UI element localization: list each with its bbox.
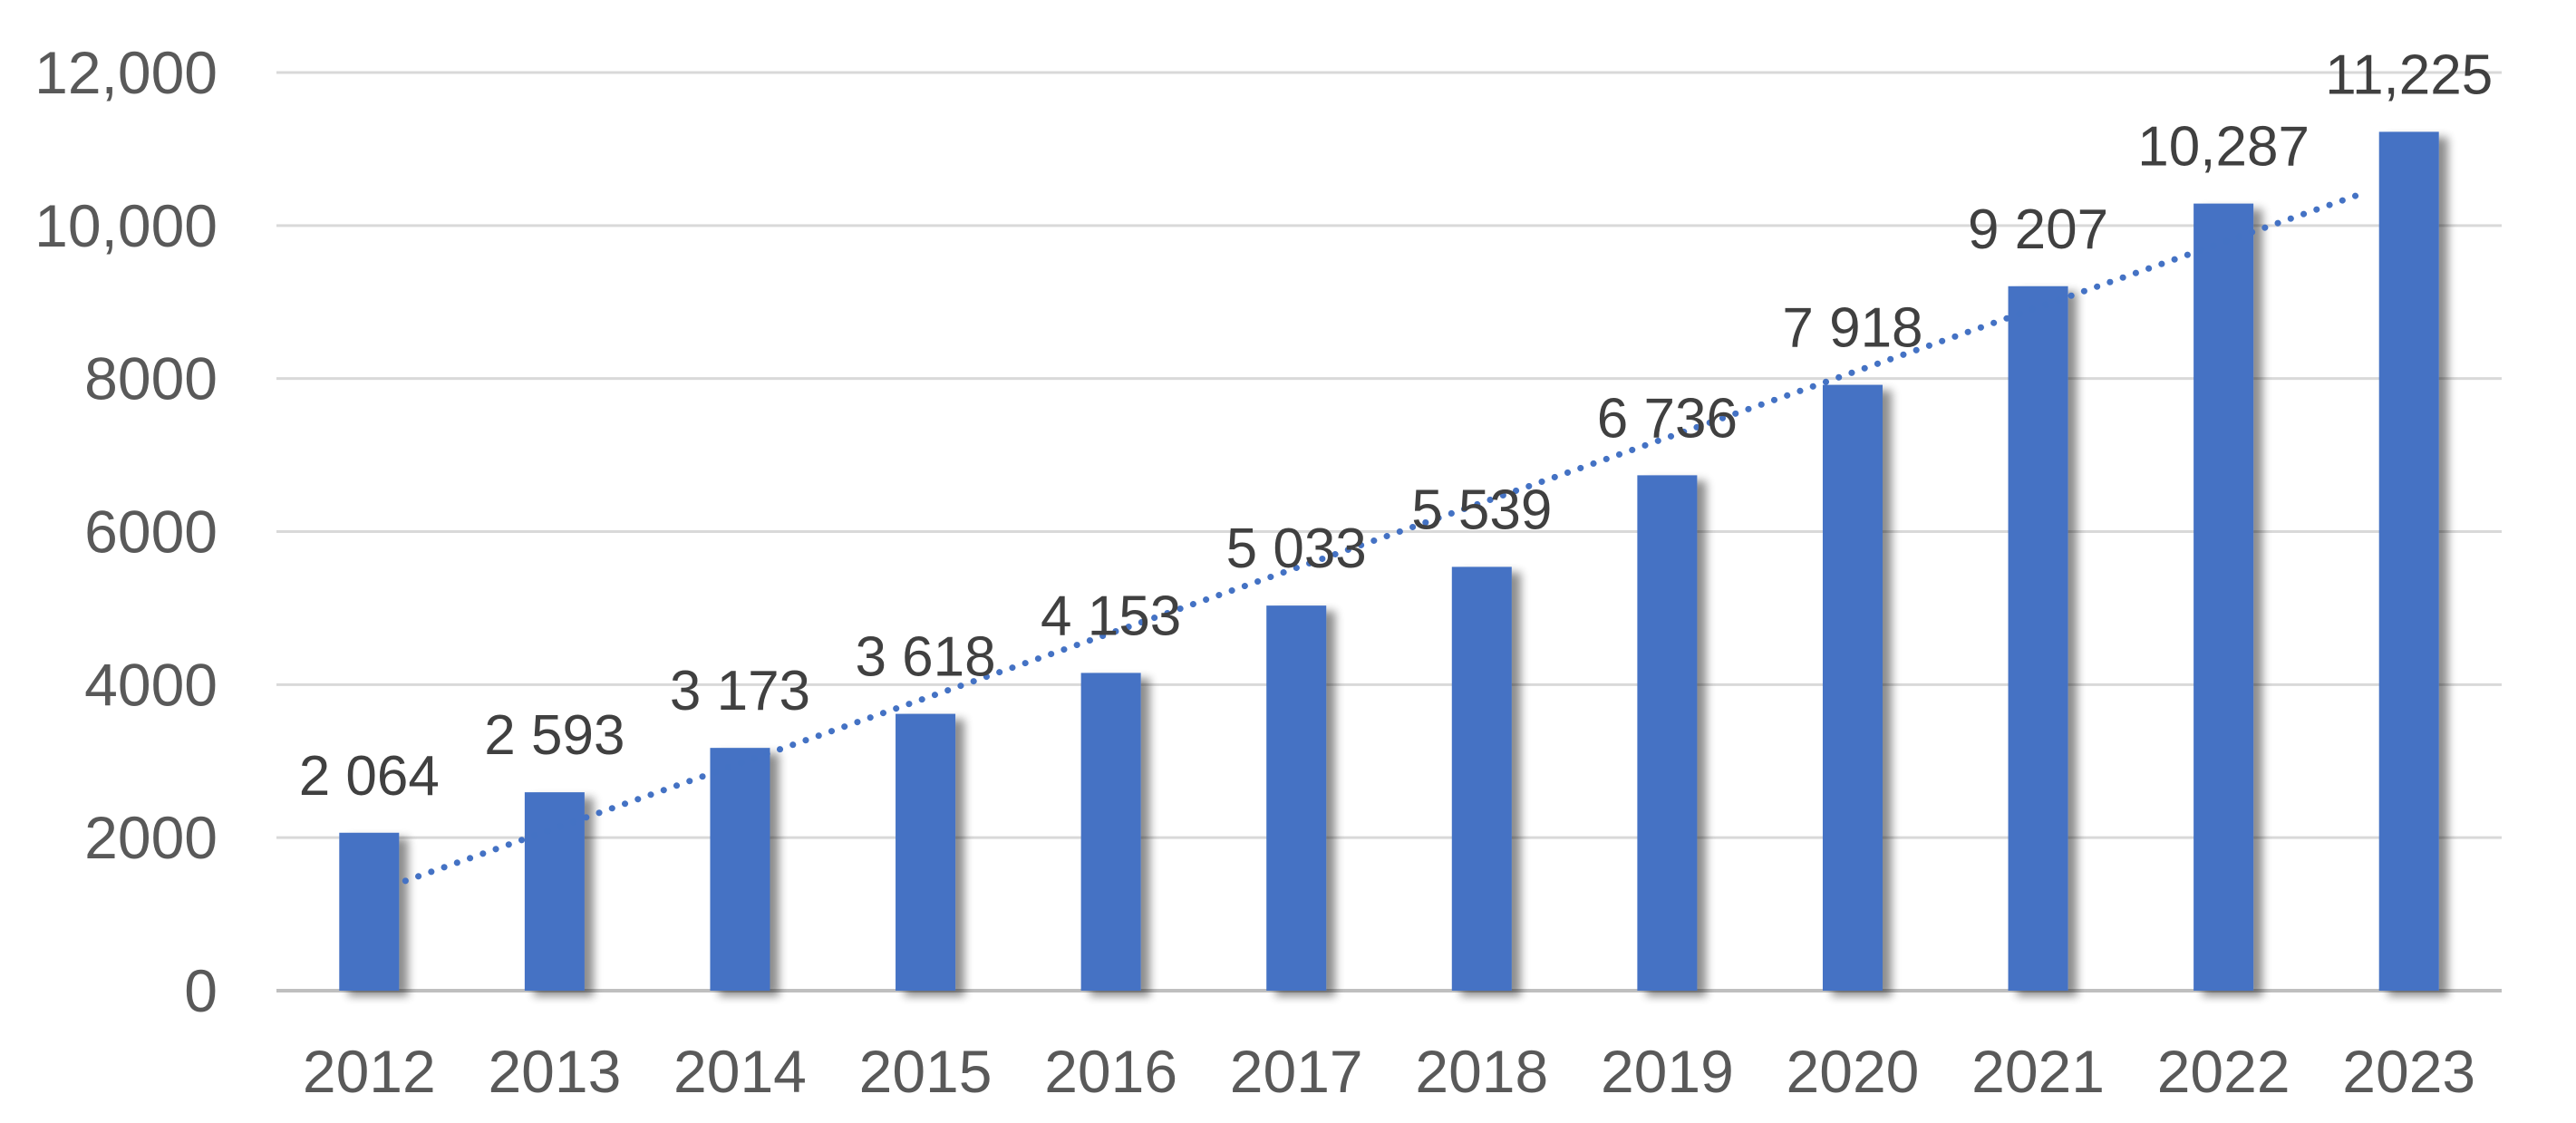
bars: [339, 131, 2439, 992]
y-tick-label: 6000: [84, 499, 218, 566]
data-label-2022: 10,287: [2137, 116, 2310, 179]
x-tick-label: 2019: [1601, 1038, 1734, 1105]
bar-2012: [339, 832, 400, 991]
x-tick-label: 2018: [1415, 1038, 1548, 1105]
y-tick-label: 2000: [84, 804, 218, 871]
y-tick-label: 8000: [84, 345, 218, 412]
y-tick-label: 4000: [84, 651, 218, 718]
x-tick-label: 2023: [2342, 1038, 2475, 1105]
bar-2018: [1451, 566, 1512, 991]
x-tick-label: 2021: [1971, 1038, 2105, 1105]
x-tick-label: 2012: [303, 1038, 436, 1105]
x-tick-label: 2013: [488, 1038, 621, 1105]
data-label-2013: 2 593: [484, 704, 625, 767]
data-label-2016: 4 153: [1041, 585, 1181, 647]
data-labels: 2 064 2 593 3 173 3 618 4 153 5 033 5 539 6 736…: [299, 44, 2494, 807]
trendline: [402, 191, 2363, 885]
bar-2014: [710, 748, 770, 991]
bar-2023: [2378, 131, 2439, 991]
y-axis: 0 2000 4000 6000 8000 10,000 12,000: [34, 39, 218, 1024]
bar-2019: [1637, 475, 1698, 991]
data-label-2018: 5 539: [1411, 479, 1552, 541]
bar-2013: [524, 792, 585, 991]
bar-2015: [896, 713, 956, 991]
x-tick-label: 2022: [2157, 1038, 2290, 1105]
x-axis: 2012 2013 2014 2015 2016 2017 2018 2019 2020 2021…: [303, 1038, 2475, 1105]
data-label-2021: 9 207: [1968, 198, 2108, 261]
data-label-2014: 3 173: [670, 660, 810, 722]
y-tick-label: 10,000: [34, 192, 218, 259]
bar-2017: [1266, 605, 1327, 991]
data-label-2012: 2 064: [299, 745, 440, 808]
data-label-2019: 6 736: [1597, 387, 1738, 450]
bar-2016: [1080, 673, 1141, 991]
bar-2022: [2193, 203, 2254, 992]
data-label-2015: 3 618: [855, 626, 995, 689]
x-tick-label: 2017: [1230, 1038, 1363, 1105]
trendline-layer: [402, 191, 2363, 885]
x-tick-label: 2016: [1044, 1038, 1177, 1105]
x-tick-label: 2020: [1787, 1038, 1920, 1105]
bar-2021: [2008, 286, 2068, 991]
gridlines: [276, 71, 2502, 992]
data-label-2023: 11,225: [2325, 44, 2493, 106]
y-tick-label: 12,000: [34, 39, 218, 106]
bar-2020: [1822, 384, 1883, 991]
data-label-2020: 7 918: [1782, 297, 1922, 360]
data-label-2017: 5 033: [1226, 518, 1367, 580]
y-tick-label: 0: [184, 957, 218, 1024]
x-tick-label: 2015: [859, 1038, 993, 1105]
x-tick-label: 2014: [673, 1038, 807, 1105]
